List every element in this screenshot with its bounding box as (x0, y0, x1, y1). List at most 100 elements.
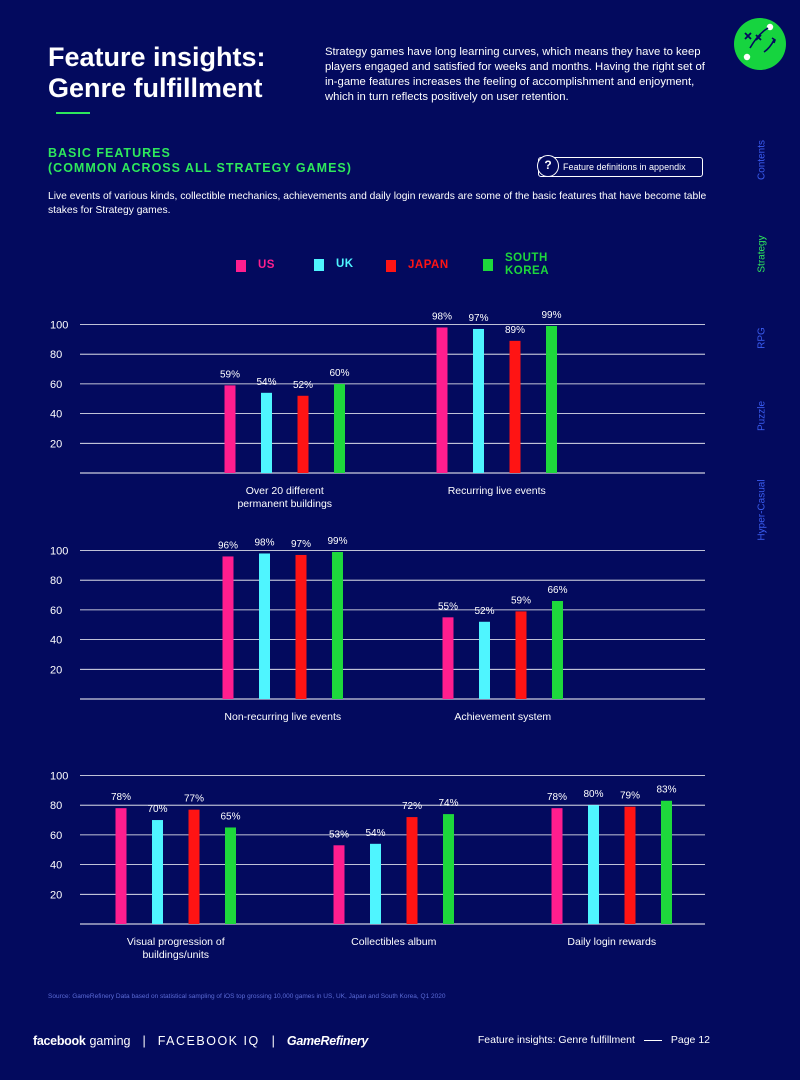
footer-dash (643, 1039, 662, 1041)
y-tick-label: 80 (50, 800, 62, 812)
bar-south-korea (225, 827, 236, 924)
y-tick-label: 40 (50, 860, 62, 872)
section-title-line-1: BASIC FEATURES (48, 146, 171, 160)
bar-south-korea (661, 800, 672, 924)
data-label: 97% (291, 539, 311, 550)
data-label: 80% (583, 789, 603, 800)
category-label: Achievement system (454, 711, 551, 723)
bar-uk (588, 805, 599, 924)
title-underline (56, 112, 90, 114)
y-tick-label: 100 (50, 320, 68, 332)
bar-south-korea (443, 814, 454, 924)
appendix-link[interactable]: ? Feature definitions in appendix (537, 155, 703, 177)
legend-swatch-japan (386, 260, 396, 272)
bar-japan (188, 809, 200, 924)
data-label: 74% (438, 798, 458, 809)
data-label: 52% (474, 606, 494, 617)
legend-item-uk: UK (314, 258, 354, 271)
data-label: 59% (511, 595, 531, 606)
strategy-play-icon (743, 23, 776, 61)
y-tick-label: 60 (50, 379, 62, 391)
section-title-line-2: (COMMON ACROSS ALL STRATEGY GAMES) (48, 161, 352, 175)
bar-south-korea (546, 325, 557, 473)
y-tick-label: 80 (50, 575, 62, 587)
y-tick-label: 20 (50, 889, 62, 901)
brand-facebook: facebook (33, 1034, 86, 1048)
category-label: Over 20 different (246, 485, 324, 497)
legend-item-south-korea: SOUTH KOREA (483, 252, 549, 278)
bar-uk (370, 843, 381, 924)
category-label: Visual progression of (127, 936, 225, 948)
data-label: 99% (327, 536, 347, 547)
bar-us (551, 808, 563, 924)
chart-legend: US UK JAPAN SOUTH KOREA (0, 250, 800, 290)
data-label: 70% (147, 804, 167, 815)
bar-japan (295, 554, 307, 699)
footer-page-info: Feature insights: Genre fulfillment Page… (478, 1034, 710, 1046)
appendix-label: Feature definitions in appendix (563, 162, 686, 172)
data-label: 52% (293, 380, 313, 391)
y-tick-label: 60 (50, 605, 62, 617)
data-label: 99% (541, 310, 561, 321)
data-label: 54% (365, 828, 385, 839)
bar-japan (509, 340, 521, 473)
bar-us (224, 385, 236, 473)
footer-brands: facebook gaming | FACEBOOK IQ | GameRefi… (33, 1034, 368, 1048)
bar-south-korea (332, 551, 343, 699)
section-title: BASIC FEATURES (COMMON ACROSS ALL STRATE… (48, 146, 352, 176)
bar-us (222, 556, 234, 699)
bar-uk (473, 328, 484, 473)
question-icon: ? (537, 155, 559, 177)
legend-swatch-us (236, 260, 246, 272)
data-label: 98% (432, 311, 452, 322)
y-tick-label: 40 (50, 409, 62, 421)
data-label: 96% (218, 540, 238, 551)
bar-uk (261, 392, 272, 473)
bar-us (442, 617, 454, 699)
brand-separator: | (142, 1034, 146, 1048)
bar-us (436, 327, 448, 473)
brand-facebook-iq: FACEBOOK IQ (157, 1034, 260, 1048)
legend-label-south-korea-line-2: KOREA (505, 265, 550, 277)
bar-south-korea (334, 383, 345, 473)
legend-swatch-south-korea (483, 259, 493, 271)
bar-uk (479, 621, 490, 699)
y-tick-label: 60 (50, 830, 62, 842)
category-label: Daily login rewards (567, 936, 656, 948)
data-label: 79% (620, 791, 640, 802)
data-label: 59% (220, 369, 240, 380)
page-number: Page 12 (670, 1034, 710, 1046)
footer-page-title: Feature insights: Genre fulfillment (477, 1034, 635, 1046)
category-label: Collectibles album (351, 936, 436, 948)
intro-text: Strategy games have long learning curves… (325, 46, 705, 103)
y-tick-label: 20 (50, 664, 62, 676)
legend-label-south-korea: SOUTH KOREA (505, 252, 549, 278)
bar-us (333, 845, 345, 924)
section-description: Live events of various kinds, collectibl… (48, 191, 707, 216)
category-label: permanent buildings (237, 498, 332, 510)
bar-japan (297, 395, 309, 473)
category-label: Non-recurring live events (224, 711, 341, 723)
category-label: Recurring live events (448, 485, 546, 497)
brand-gamerefinery: GameRefinery (286, 1034, 369, 1048)
y-tick-label: 100 (50, 546, 68, 558)
data-label: 78% (547, 792, 567, 803)
data-label: 97% (468, 313, 488, 324)
brand-gaming: gaming (89, 1034, 131, 1048)
legend-label-south-korea-line-1: SOUTH (505, 252, 548, 264)
bar-japan (624, 806, 636, 924)
data-label: 65% (220, 811, 240, 822)
data-label: 78% (111, 792, 131, 803)
data-label: 66% (547, 585, 567, 596)
bar-us (115, 808, 127, 924)
data-label: 77% (184, 794, 204, 805)
category-label: buildings/units (142, 949, 209, 961)
bar-south-korea (552, 600, 563, 699)
y-tick-label: 80 (50, 349, 62, 361)
data-label: 72% (402, 801, 422, 812)
data-label: 60% (329, 368, 349, 379)
legend-item-us: US (236, 259, 275, 272)
bar-japan (406, 817, 418, 924)
data-label: 83% (656, 785, 676, 796)
